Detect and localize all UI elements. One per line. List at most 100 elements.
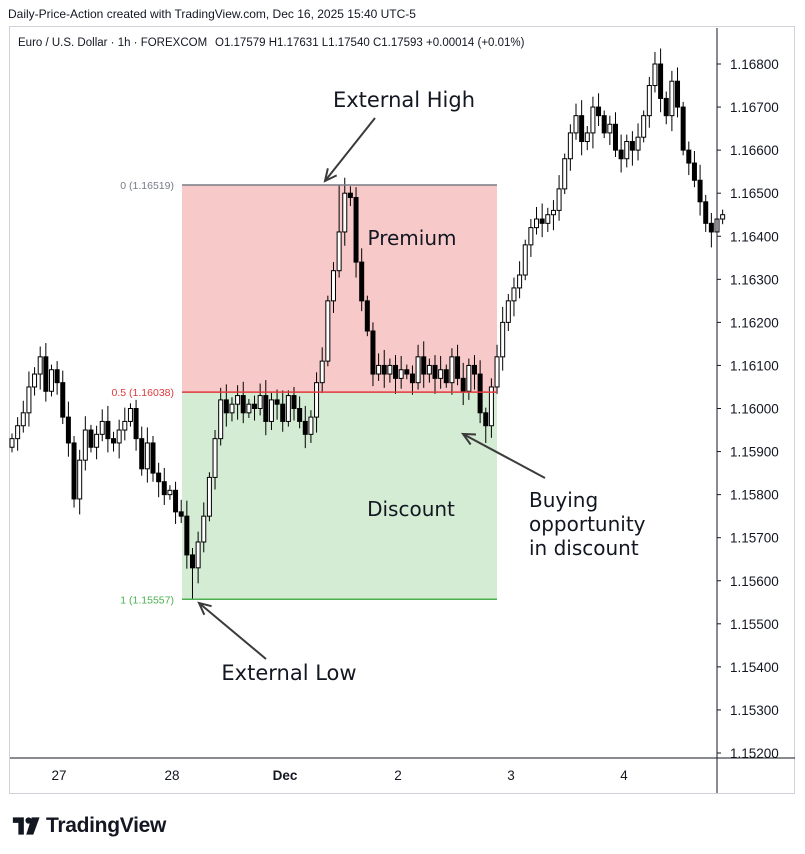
- candle-body: [94, 433, 100, 448]
- chart-frame: [9, 26, 795, 794]
- candle: [274, 389, 280, 420]
- candle: [505, 293, 511, 331]
- price-tick-label: 1.15200: [730, 746, 779, 761]
- candle-body: [460, 377, 466, 392]
- buying-opportunity-arrow: [460, 432, 546, 479]
- price-axis[interactable]: 1.16800 1.16700 1.16600 1.16500 1.16400 1.163…: [716, 28, 779, 793]
- candle-body: [218, 399, 224, 440]
- candle: [94, 425, 100, 460]
- candle: [488, 378, 494, 438]
- candle: [438, 355, 444, 389]
- candle: [88, 424, 94, 453]
- candle: [612, 112, 618, 158]
- price-tick-label: 1.16200: [730, 315, 779, 330]
- candle-body: [663, 97, 669, 117]
- candle-body: [404, 369, 410, 375]
- candle-body: [342, 192, 348, 233]
- candle-body: [37, 356, 43, 375]
- time-tick-label: 27: [51, 768, 66, 783]
- candle: [449, 348, 455, 395]
- candle: [189, 548, 195, 600]
- candle: [330, 262, 336, 313]
- candle-body: [449, 356, 455, 384]
- candle: [161, 467, 167, 505]
- candle-body: [347, 192, 353, 198]
- candle-body: [601, 115, 607, 134]
- candle-body: [54, 369, 60, 384]
- candle-body: [426, 364, 432, 375]
- price-tick-label: 1.16100: [730, 358, 779, 373]
- candle: [646, 76, 652, 128]
- candle-body: [409, 373, 415, 384]
- price-tick-label: 1.16400: [730, 229, 779, 244]
- candle: [663, 91, 669, 125]
- annotations: External High External Low Premium Discount…: [197, 88, 646, 685]
- candle-body: [534, 218, 540, 229]
- candle-body: [144, 442, 150, 470]
- tradingview-logo[interactable]: TradingView: [12, 813, 166, 839]
- candle-body: [415, 356, 421, 384]
- candle: [285, 390, 291, 427]
- candle-body: [88, 429, 94, 448]
- candle: [393, 355, 399, 394]
- candle-body: [686, 149, 692, 164]
- candle-body: [297, 408, 303, 422]
- candle: [347, 186, 353, 207]
- price-tick-label: 1.15600: [730, 574, 779, 589]
- candle-body: [359, 261, 365, 302]
- candle-body: [455, 356, 461, 379]
- candle-body: [229, 403, 235, 414]
- candle-body: [65, 416, 71, 444]
- candle: [105, 405, 111, 453]
- candle: [60, 370, 66, 425]
- candle: [483, 407, 489, 443]
- candle-body: [483, 412, 489, 427]
- candle: [675, 67, 681, 118]
- candle-body: [280, 403, 286, 422]
- candle: [387, 358, 393, 383]
- candle-body: [127, 408, 133, 422]
- candle: [658, 48, 664, 113]
- time-axis[interactable]: 27 28 Dec 2 3 4: [10, 757, 795, 783]
- candle-body: [156, 472, 162, 483]
- candle: [263, 380, 269, 436]
- candle: [376, 353, 382, 381]
- candle: [370, 322, 376, 387]
- price-tick-label: 1.15700: [730, 531, 779, 546]
- candle: [229, 397, 235, 422]
- candle-body: [178, 511, 184, 517]
- candle: [353, 187, 359, 278]
- candle-body: [77, 459, 83, 500]
- candle-body: [235, 395, 241, 405]
- candle: [314, 372, 320, 433]
- candle: [20, 400, 26, 433]
- candle: [144, 427, 150, 483]
- candle: [584, 126, 590, 151]
- candle-body: [302, 420, 308, 435]
- candle: [528, 219, 534, 257]
- candle: [99, 409, 105, 442]
- annotation-buying-line: opportunity: [529, 512, 646, 536]
- candle-body: [641, 115, 647, 138]
- candle: [127, 403, 133, 427]
- candle: [133, 399, 139, 451]
- candle-body: [629, 141, 635, 151]
- candle-body: [82, 429, 88, 461]
- candle-body: [652, 63, 658, 87]
- candle: [398, 355, 404, 389]
- fib-levels: 0 (1.16519) 0.5 (1.16038) 1 (1.15557): [112, 180, 497, 606]
- candle-body: [579, 115, 585, 143]
- candle-body: [505, 300, 511, 323]
- annotation-external-low: External Low: [221, 661, 356, 685]
- candle-body: [268, 399, 274, 422]
- candle-body: [184, 515, 190, 556]
- candle: [409, 365, 415, 395]
- candle: [297, 396, 303, 429]
- price-tick-label: 1.15400: [730, 660, 779, 675]
- candle-body: [387, 364, 393, 375]
- candle: [71, 436, 77, 508]
- candle: [517, 261, 523, 299]
- candle: [54, 361, 60, 395]
- candle: [686, 141, 692, 176]
